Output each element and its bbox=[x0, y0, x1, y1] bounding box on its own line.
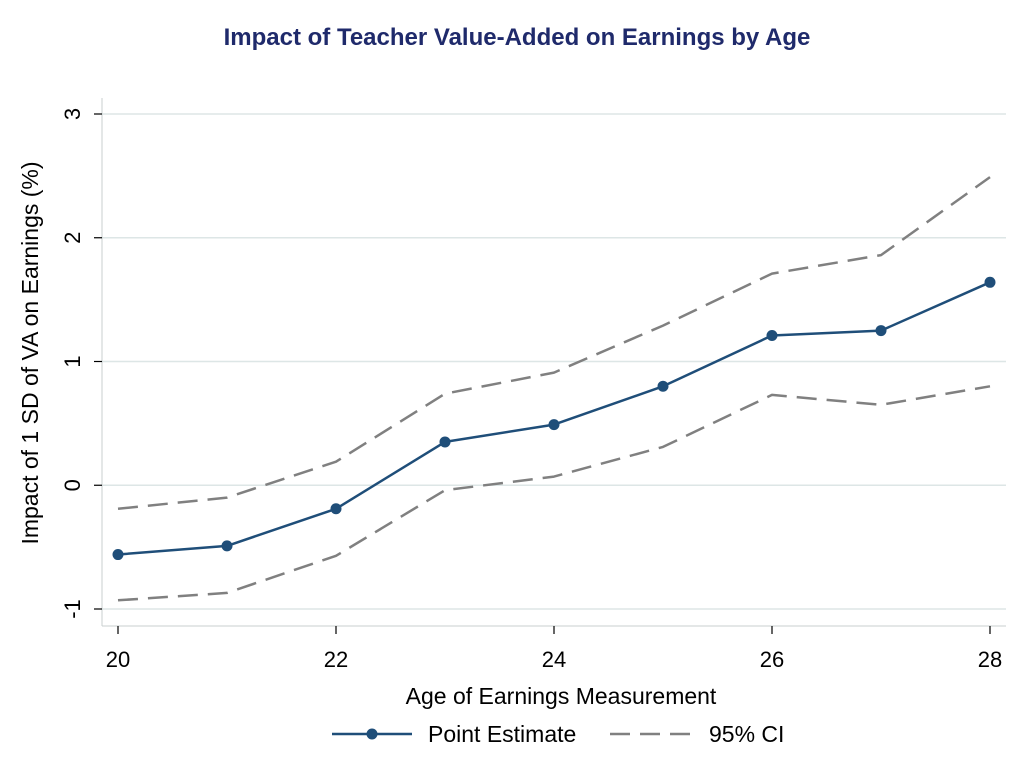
x-axis-ticks: 20 22 24 26 28 bbox=[106, 626, 1002, 672]
y-axis-ticks: -1 0 1 2 3 bbox=[60, 108, 102, 619]
series-markers bbox=[112, 276, 996, 561]
point-estimate-marker bbox=[221, 540, 233, 552]
ci-lower-line bbox=[117, 385, 991, 602]
y-tick-label: 1 bbox=[60, 355, 85, 367]
point-estimate-line bbox=[117, 281, 991, 556]
point-estimate-marker bbox=[548, 419, 560, 431]
y-tick-label: 3 bbox=[60, 108, 85, 120]
x-tick-label: 24 bbox=[542, 647, 566, 672]
point-estimate-marker bbox=[984, 276, 996, 288]
legend-point-estimate-label: Point Estimate bbox=[428, 721, 576, 747]
grid-lines bbox=[102, 113, 1006, 610]
x-tick-label: 26 bbox=[760, 647, 784, 672]
ci-upper-line bbox=[117, 176, 991, 511]
y-axis-label: Impact of 1 SD of VA on Earnings (%) bbox=[17, 161, 43, 544]
legend-point-estimate-marker bbox=[366, 728, 378, 740]
x-tick-label: 22 bbox=[324, 647, 348, 672]
y-tick-label: 0 bbox=[60, 479, 85, 491]
legend: Point Estimate 95% CI bbox=[332, 721, 784, 747]
point-estimate-marker bbox=[112, 549, 124, 561]
x-tick-label: 20 bbox=[106, 647, 130, 672]
point-estimate-marker bbox=[875, 325, 887, 337]
series-lines bbox=[117, 176, 991, 602]
x-tick-label: 28 bbox=[978, 647, 1002, 672]
legend-ci-label: 95% CI bbox=[709, 721, 784, 747]
x-axis-label: Age of Earnings Measurement bbox=[406, 683, 717, 709]
y-tick-label: -1 bbox=[60, 599, 85, 619]
chart-title: Impact of Teacher Value-Added on Earning… bbox=[224, 24, 811, 51]
y-tick-label: 2 bbox=[60, 232, 85, 244]
point-estimate-marker bbox=[330, 503, 342, 515]
point-estimate-marker bbox=[766, 330, 778, 342]
point-estimate-marker bbox=[439, 436, 451, 448]
point-estimate-marker bbox=[657, 380, 669, 392]
